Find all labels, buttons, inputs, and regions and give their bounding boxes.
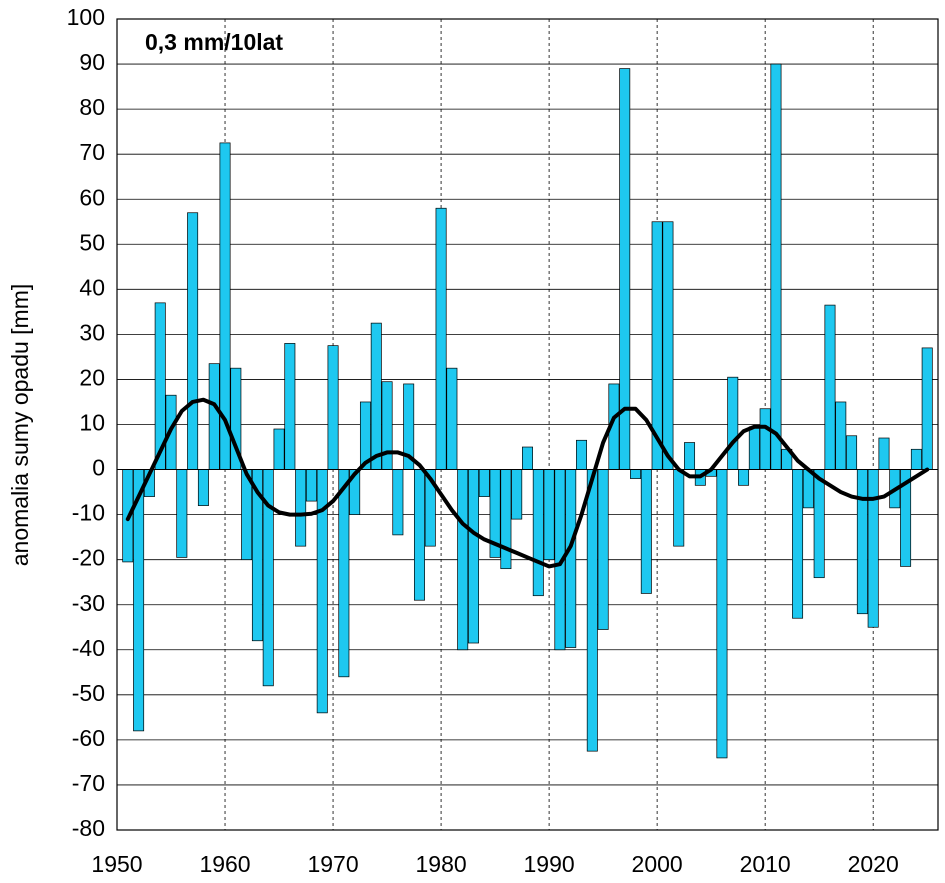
bar	[543, 469, 555, 561]
x-tick-label: 1980	[415, 851, 466, 877]
bar	[381, 381, 393, 470]
bar	[640, 469, 652, 594]
bar	[500, 469, 512, 570]
bar	[586, 469, 598, 752]
bar	[435, 207, 447, 470]
bar	[370, 322, 382, 470]
y-tick-label: -40	[72, 635, 105, 661]
bar	[910, 448, 922, 470]
bar	[176, 469, 188, 558]
plot-frame	[116, 18, 939, 831]
bar	[738, 469, 750, 486]
bar	[522, 446, 533, 470]
bar	[478, 469, 490, 497]
y-tick-label: -60	[72, 725, 105, 751]
bar	[802, 469, 814, 509]
x-tick-label: 1990	[524, 851, 575, 877]
x-tick-label: 2020	[848, 851, 899, 877]
y-tick-label: 60	[79, 184, 105, 210]
bar	[716, 469, 728, 759]
y-tick-label: -80	[72, 815, 105, 841]
bar	[770, 63, 782, 470]
bar	[813, 469, 825, 579]
bar	[413, 469, 425, 601]
bar	[684, 442, 696, 470]
bar	[630, 469, 642, 479]
bar	[759, 408, 771, 470]
y-tick-label: 30	[79, 319, 105, 345]
bar	[824, 304, 836, 470]
bar	[597, 469, 609, 630]
bar	[565, 469, 577, 648]
bar	[338, 469, 350, 678]
y-tick-label: -20	[72, 545, 105, 571]
y-tick-label: -10	[72, 500, 105, 526]
bar	[295, 469, 307, 547]
annotation: 0,3 mm/10lat	[145, 29, 283, 55]
bar	[835, 401, 847, 470]
bar	[392, 469, 404, 536]
bar	[468, 469, 479, 644]
bar	[878, 437, 890, 470]
bar	[305, 469, 317, 502]
y-tick-label: 50	[79, 229, 105, 255]
bar	[457, 469, 469, 651]
bar	[921, 347, 933, 470]
y-axis-label: anomalia sumy opadu [mm]	[7, 284, 33, 567]
trend-line	[125, 397, 930, 569]
x-tick-label: 1960	[199, 851, 250, 877]
x-tick-label: 1970	[307, 851, 358, 877]
bar	[673, 469, 685, 547]
x-tick-label: 2010	[740, 851, 791, 877]
y-tick-label: 0	[92, 455, 105, 481]
bar	[208, 363, 220, 470]
x-tick-label: 1950	[91, 851, 142, 877]
x-tick-label: 2000	[632, 851, 683, 877]
y-tick-label: -30	[72, 590, 105, 616]
bar	[867, 469, 879, 628]
bar	[727, 376, 739, 470]
bar	[846, 435, 858, 470]
bar	[446, 367, 458, 470]
bar	[133, 469, 145, 732]
y-tick-label: 90	[79, 49, 105, 75]
bar	[792, 469, 804, 619]
y-tick-label: 100	[67, 4, 105, 30]
y-tick-label: 20	[79, 365, 105, 391]
bar	[748, 426, 760, 470]
bar	[532, 469, 544, 597]
bar	[576, 439, 587, 470]
y-tick-label: 10	[79, 410, 105, 436]
y-tick-label: -50	[72, 680, 105, 706]
bar	[327, 345, 339, 470]
bar	[856, 469, 868, 615]
y-tick-label: 70	[79, 139, 105, 165]
y-tick-label: 40	[79, 274, 105, 300]
bar	[273, 428, 285, 470]
bar	[197, 469, 209, 506]
bar	[511, 469, 523, 520]
y-tick-label: -70	[72, 770, 105, 796]
bar	[284, 343, 296, 470]
bar	[187, 212, 199, 470]
y-tick-label: 80	[79, 94, 105, 120]
bar	[662, 221, 674, 470]
